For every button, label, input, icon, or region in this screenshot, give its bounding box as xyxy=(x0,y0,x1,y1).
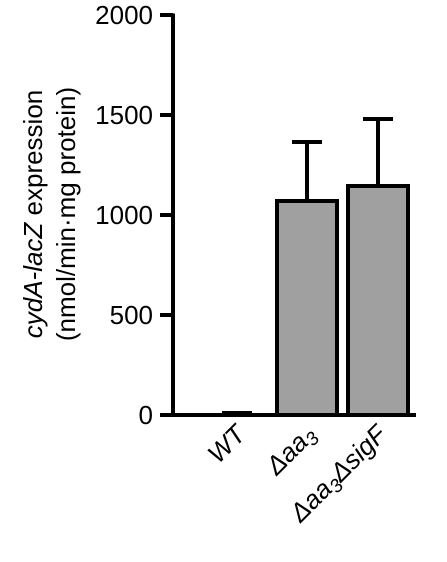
y-axis-title-part: expression xyxy=(18,90,48,223)
x-tick-label: WT xyxy=(201,418,252,469)
y-tick-label: 1500 xyxy=(95,100,153,130)
y-axis-title-line1: cydA-lacZ expression xyxy=(18,90,48,339)
y-tick-label: 500 xyxy=(110,300,153,330)
bar xyxy=(346,184,410,417)
y-tick-label: 0 xyxy=(139,400,153,430)
y-axis-title-line2: (nmol/min·mg protein) xyxy=(51,87,81,341)
bar xyxy=(275,199,339,417)
x-tick-label-part: WT xyxy=(201,418,252,469)
y-tick-label: 1000 xyxy=(95,200,153,230)
y-tick-label: 2000 xyxy=(95,0,153,30)
x-tick-label: Δaa3 xyxy=(259,419,324,484)
y-axis-title-part: cydA-lacZ xyxy=(18,222,48,339)
